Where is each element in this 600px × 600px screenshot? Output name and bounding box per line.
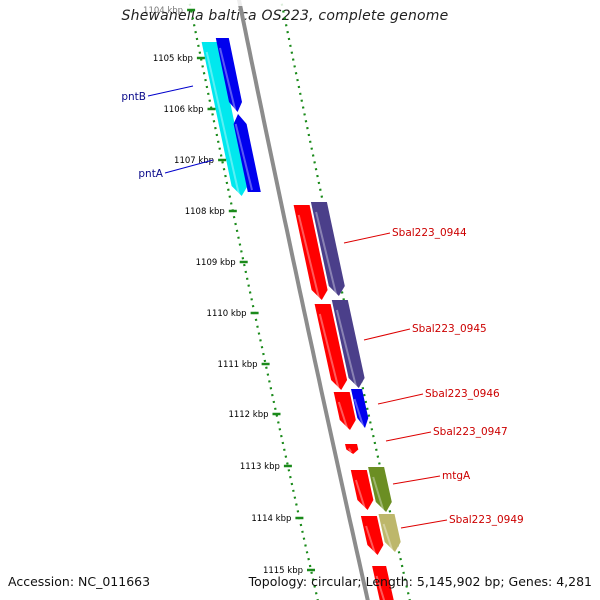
cds-0945-purple (331, 300, 365, 388)
cds-pntB-arrow-highlight (219, 47, 237, 111)
tick-label-4: 1108 kbp (185, 207, 225, 217)
cds-0949-khaki-shape (378, 514, 401, 552)
gene-leader-line-4 (377, 393, 424, 405)
tick-label-0: 1104 kbp (143, 6, 183, 16)
tick-label-3: 1107 kbp (174, 156, 214, 166)
tick-label-9: 1113 kbp (240, 462, 280, 472)
cds-0944-purple-highlight (315, 211, 337, 295)
tick-label-2: 1106 kbp (163, 105, 203, 115)
tick-label-5: 1109 kbp (196, 258, 236, 268)
gene-label-7: Sbal223_0949 (449, 514, 524, 526)
accession-text: Accession: NC_011663 (8, 574, 151, 589)
cds-0945-purple-highlight (335, 309, 357, 387)
tick-label-11: 1115 kbp (263, 566, 303, 576)
top-fade (0, 0, 600, 6)
gene-label-6: mtgA (442, 470, 471, 482)
cds-mtgA-red-shape (350, 470, 374, 510)
gene-leader-line-3 (363, 328, 411, 341)
cds-mtgA-green-highlight (372, 476, 385, 511)
gene-leader-line-5 (385, 431, 432, 442)
cds-cyan-block-shape (201, 42, 248, 196)
genome-summary-text: Topology: circular; Length: 5,145,902 bp… (248, 574, 592, 589)
gene-label-5: Sbal223_0947 (433, 426, 508, 438)
cds-mtgA-green (368, 467, 392, 512)
cds-mtgA-red (350, 470, 374, 510)
cds-0946-blue-highlight (353, 398, 365, 427)
gene-label-1: pntA (138, 168, 163, 180)
gene-leader-line-1 (164, 159, 214, 174)
cds-0946-red-highlight (337, 401, 349, 429)
cds-bottom-red-shape (372, 566, 394, 600)
genome-title: Shewanella baltica OS223, complete genom… (121, 8, 449, 24)
cds-0946-blue-shape (351, 389, 369, 428)
cds-0946-blue (351, 389, 369, 428)
feature-layer (201, 38, 401, 600)
cds-cyan-block-highlight (205, 51, 240, 195)
cds-0946-red (333, 392, 356, 430)
cds-0944-purple-shape (310, 202, 345, 296)
gene-label-4: Sbal223_0946 (425, 388, 500, 400)
cds-0945-red-highlight (318, 313, 340, 389)
cds-0947-red (345, 444, 359, 454)
cds-bottom-red-highlight (375, 575, 386, 600)
cds-pntA-arrow (233, 114, 261, 192)
cds-pntB-arrow (215, 38, 242, 112)
cds-pntB-arrow-shape (215, 38, 242, 112)
cds-0947-red-shape (345, 444, 359, 454)
left-dotted-track (187, 0, 319, 600)
gene-leader-line-7 (400, 519, 448, 529)
cds-0949-khaki (378, 514, 401, 552)
label-layer: pntB pntA Sbal223_0944 Sbal223_0945 Sbal223_… (121, 85, 524, 529)
cds-0949-khaki-highlight (382, 523, 394, 551)
cds-0946-red-shape (333, 392, 356, 430)
cds-0944-red-shape (293, 205, 328, 300)
tick-layer: 1104 kbp 1105 kbp 1106 kbp 1107 kbp 1108 kbp… (143, 6, 315, 576)
cds-0945-red-shape (314, 304, 348, 390)
gene-label-0: pntB (121, 91, 146, 103)
backbone-line (236, 0, 370, 600)
cds-mtgA-red-highlight (354, 479, 366, 509)
cds-0945-purple-shape (331, 300, 365, 388)
cds-bottom-red (372, 566, 394, 600)
tick-label-10: 1114 kbp (251, 514, 291, 524)
gene-leader-line-6 (392, 475, 441, 485)
tick-label-1: 1105 kbp (153, 54, 193, 64)
gene-label-3: Sbal223_0945 (412, 323, 487, 335)
cds-0944-red-highlight (297, 214, 320, 299)
cds-mtgA-green-shape (368, 467, 392, 512)
cds-cyan-block (201, 42, 248, 196)
tick-label-7: 1111 kbp (218, 360, 258, 370)
cds-0947-red-highlight (348, 447, 352, 453)
cds-0944-purple (310, 202, 345, 296)
cds-0945-red (314, 304, 348, 390)
cds-pntA-arrow-shape (233, 114, 261, 192)
gene-leader-line-2 (343, 232, 391, 244)
cds-0944-red (293, 205, 328, 300)
tick-label-6: 1110 kbp (207, 309, 247, 319)
cds-0949-red (360, 516, 384, 555)
cds-0949-red-highlight (365, 525, 376, 554)
gene-label-2: Sbal223_0944 (392, 227, 467, 239)
gene-leader-line-0 (147, 85, 194, 97)
cds-0949-red-shape (360, 516, 384, 555)
tick-label-8: 1112 kbp (228, 410, 268, 420)
cds-pntA-arrow-highlight (234, 123, 253, 191)
